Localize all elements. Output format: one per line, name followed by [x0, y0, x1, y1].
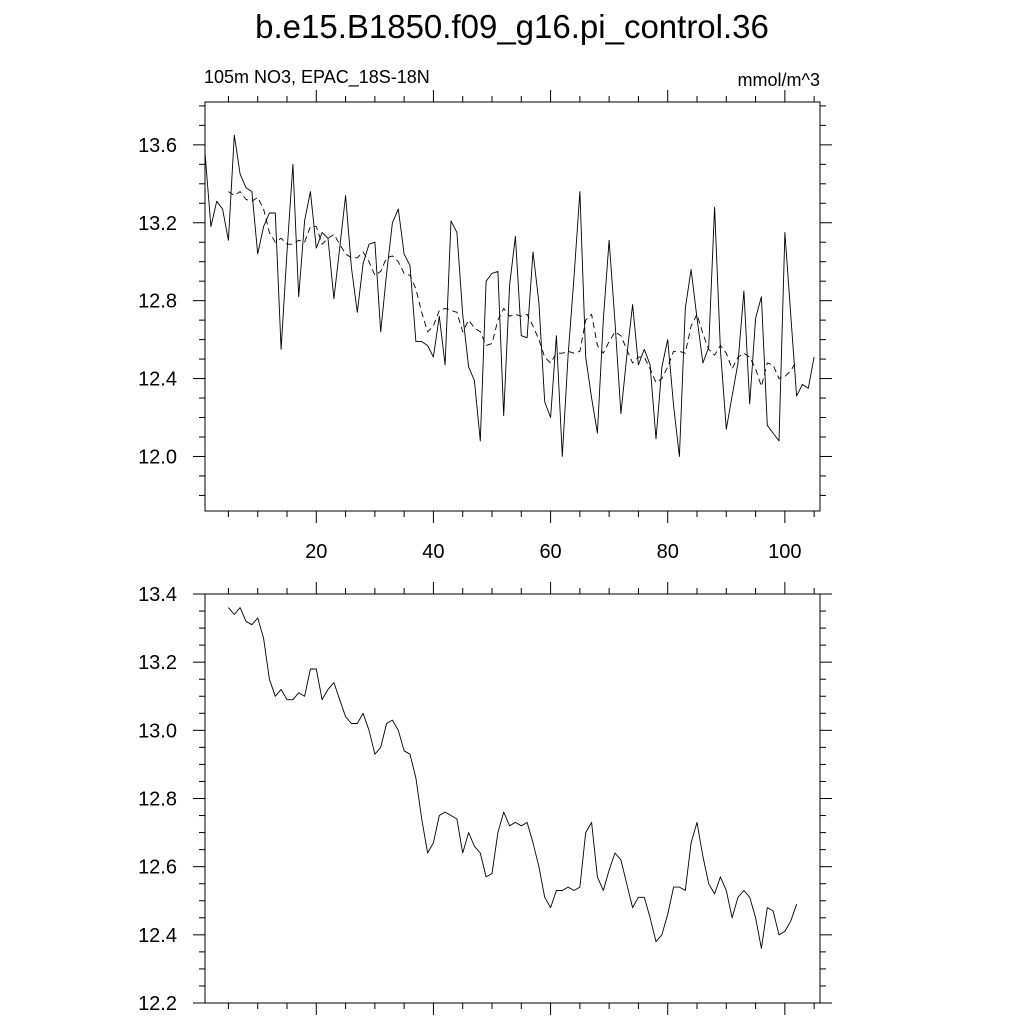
bottom-y-tick-label: 12.4	[138, 925, 177, 947]
bottom-y-tick-label: 12.8	[138, 789, 177, 811]
bottom-y-tick-label: 13.0	[138, 720, 177, 742]
top-y-tick-label: 12.4	[138, 369, 177, 391]
bottom-series-line-solid	[228, 607, 798, 949]
top-y-tick-label: 12.8	[138, 291, 177, 313]
top-x-tick-label: 20	[305, 541, 327, 563]
bottom-y-tick-label: 12.2	[138, 993, 177, 1015]
top-y-tick-label: 13.6	[138, 135, 177, 157]
variable-subtitle: 105m NO3, EPAC_18S-18N	[204, 67, 430, 88]
bottom-y-tick-label: 12.6	[138, 857, 177, 879]
bottom-y-tick-label: 13.4	[138, 584, 177, 606]
bottom-plot-frame	[204, 593, 821, 1004]
top-series-line-dashed	[228, 191, 797, 387]
top-y-tick-label: 12.0	[138, 446, 177, 468]
top-y-tick-label: 13.2	[138, 213, 177, 235]
top-x-tick-label: 100	[768, 541, 801, 563]
top-x-tick-label: 80	[657, 541, 679, 563]
top-x-tick-label: 60	[539, 541, 561, 563]
bottom-plot-panel: 12.2 12.4 12.6 12.8 13.0 13.2 13.4	[138, 582, 832, 1015]
top-plot-panel: 12.0 12.4 12.8 13.2 13.6 20 40 60 80 100	[138, 90, 832, 563]
units-label: mmol/m^3	[738, 70, 820, 90]
bottom-y-tick-label: 13.2	[138, 652, 177, 674]
chart-title: b.e15.B1850.f09_g16.pi_control.36	[255, 8, 769, 45]
top-x-tick-label: 40	[422, 541, 444, 563]
top-series-line-solid	[204, 134, 815, 457]
top-plot-frame	[204, 101, 821, 512]
